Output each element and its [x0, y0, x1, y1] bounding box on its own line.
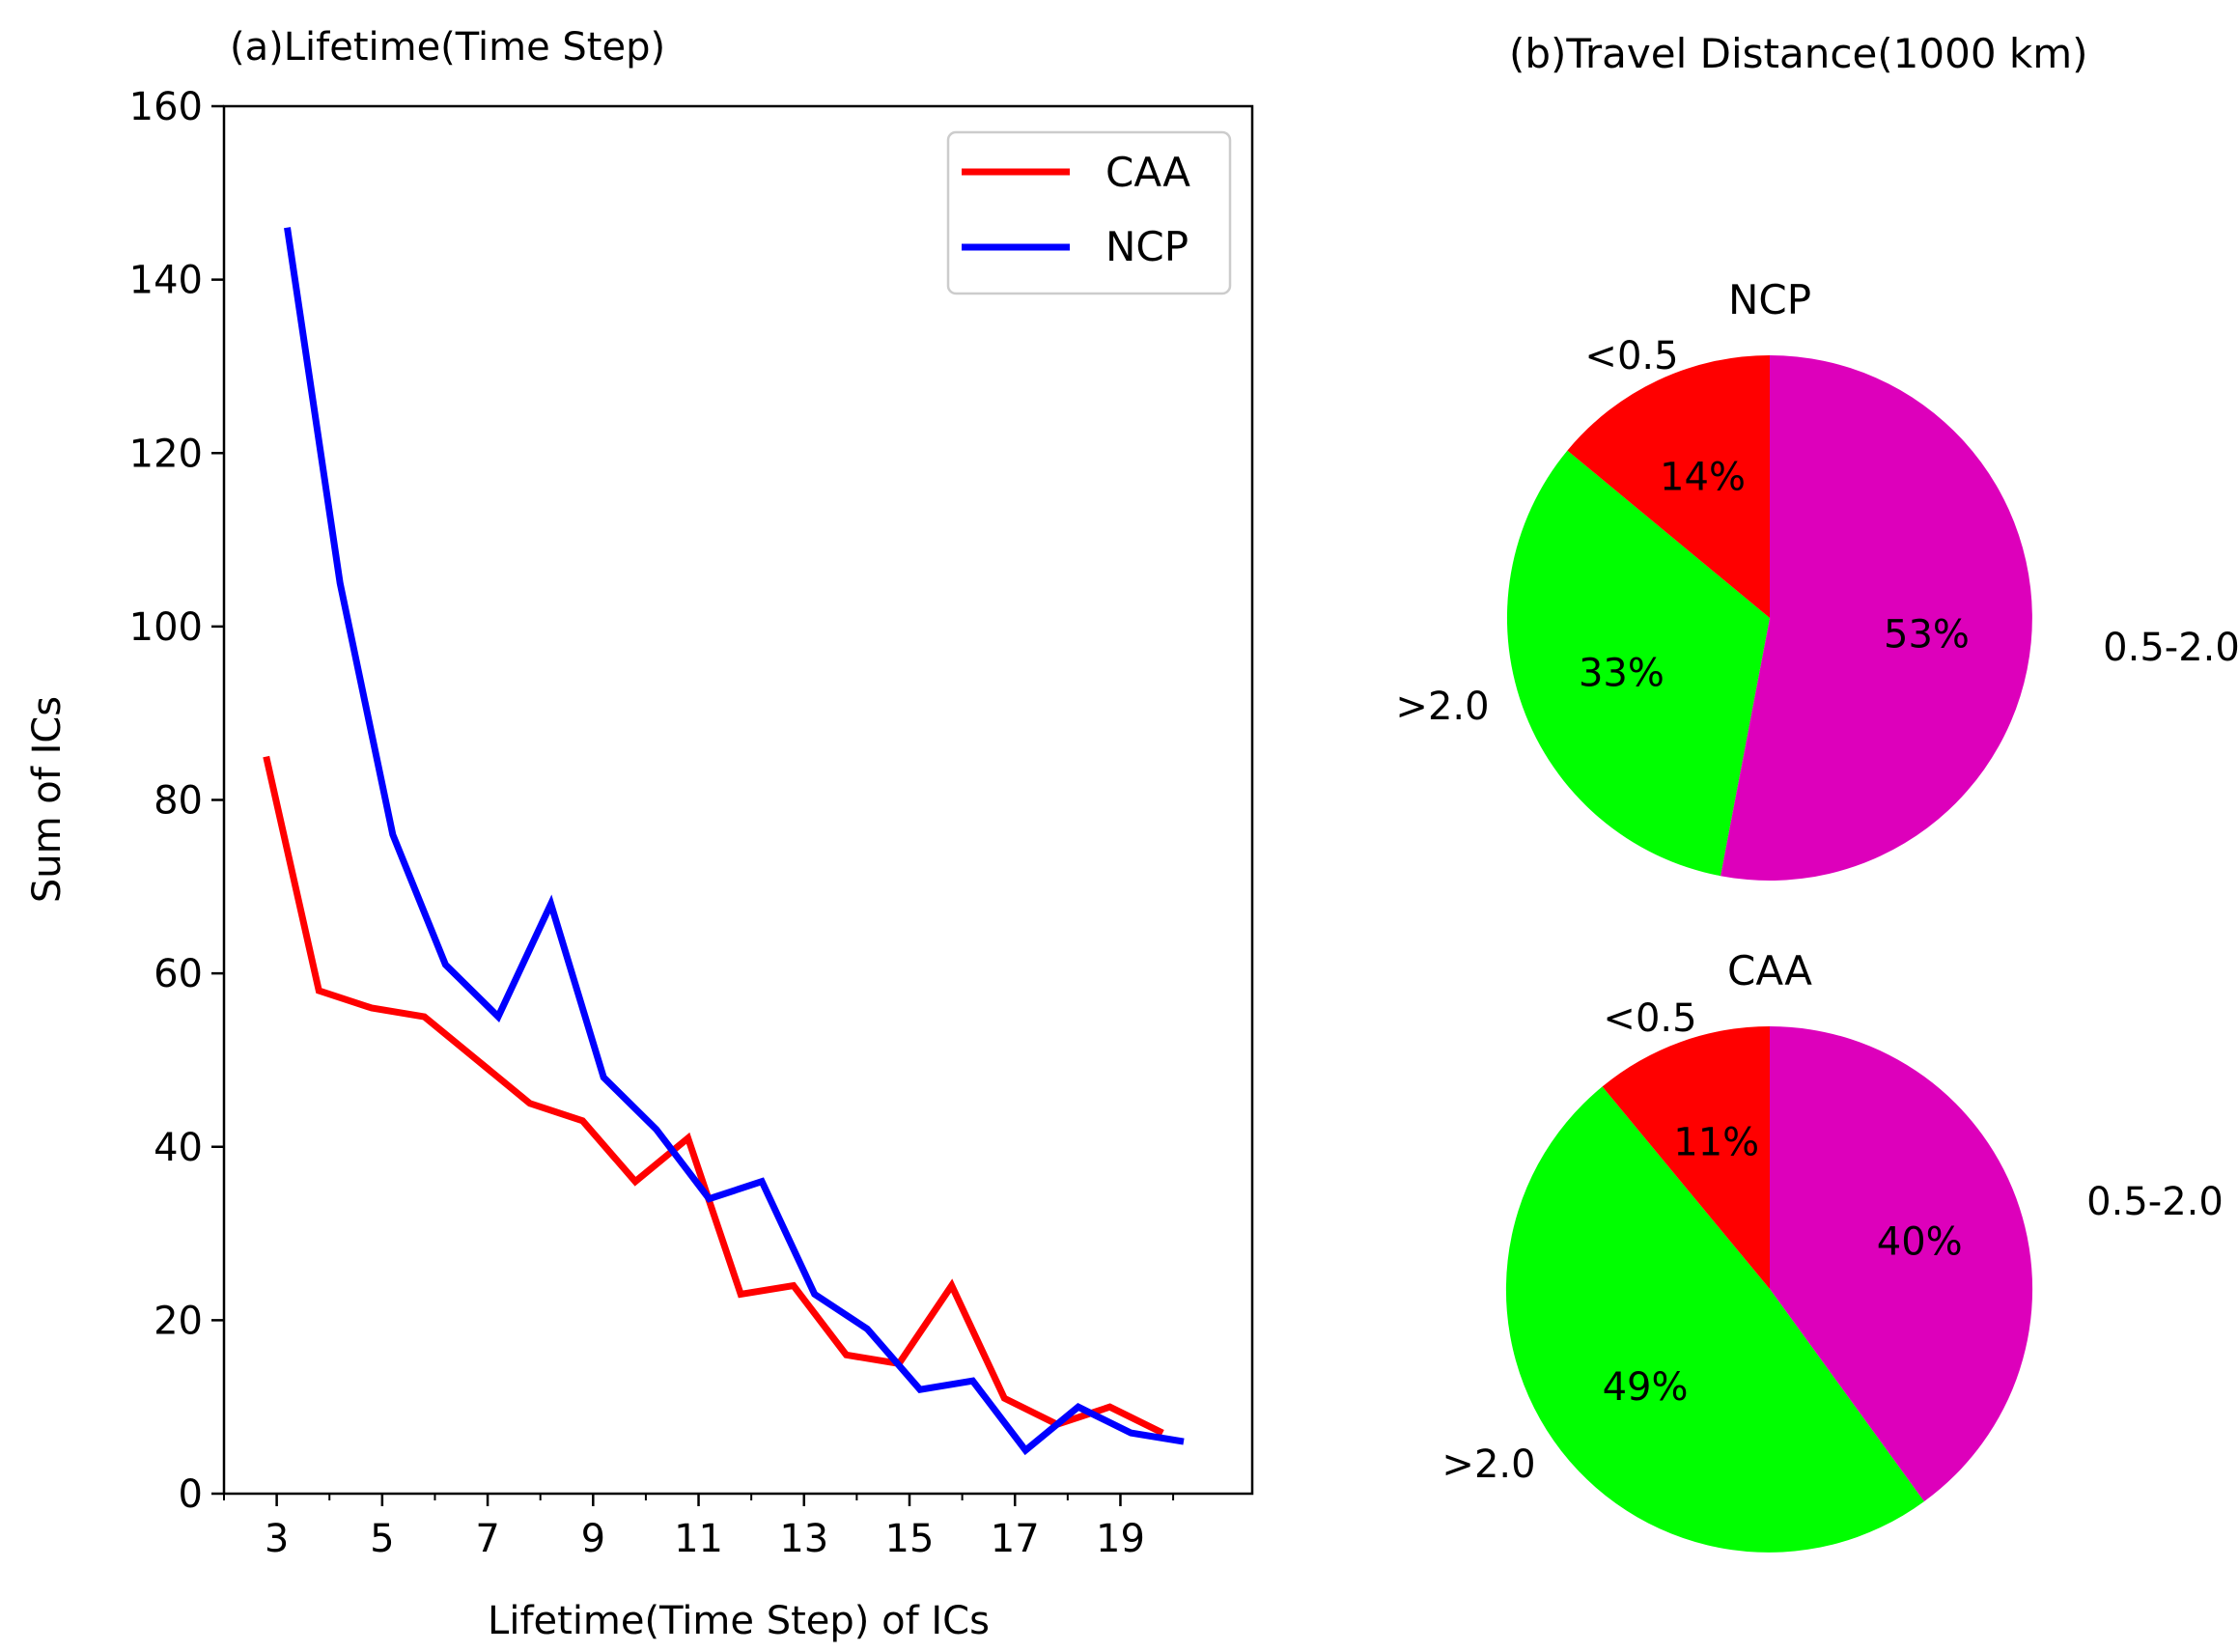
x-tick-label: 3 [265, 1517, 289, 1561]
x-tick-label: 15 [885, 1517, 935, 1561]
line-chart-title: (a)Lifetime(Time Step) [230, 25, 665, 70]
pie-slice [1770, 1026, 2033, 1502]
pie-category-label: 0.5-2.0 [2086, 1180, 2224, 1224]
x-tick-label: 13 [779, 1517, 828, 1561]
x-tick-label: 9 [581, 1517, 605, 1561]
y-tick-label: 160 [129, 85, 203, 129]
x-axis-ticks: 3 5 7 9 11 13 15 17 19 [223, 1494, 1175, 1561]
pie-title: CAA [1727, 947, 1812, 994]
pie-category-label: <0.5 [1603, 996, 1696, 1041]
x-tick-label: 17 [991, 1517, 1040, 1561]
x-axis-label: Lifetime(Time Step) of ICs [488, 1599, 990, 1643]
series-line-caa [263, 755, 1164, 1437]
y-tick-label: 120 [129, 432, 203, 476]
pie-caa: CAA 40% 0.5-2.0 49% >2.0 11% <0.5 [1441, 947, 2224, 1553]
x-tick-label: 5 [370, 1517, 394, 1561]
y-axis-label: Sum of ICs [25, 696, 70, 903]
plot-frame [222, 104, 1254, 1496]
series-line-ncp [284, 227, 1185, 1456]
y-tick-label: 60 [154, 952, 203, 996]
y-tick-label: 100 [129, 605, 203, 650]
x-tick-label: 7 [475, 1517, 499, 1561]
x-tick-label: 11 [674, 1517, 723, 1561]
pie-slice [1506, 450, 1770, 877]
pie-slice [1720, 355, 2032, 881]
y-tick-label: 80 [154, 779, 203, 824]
y-tick-label: 140 [129, 259, 203, 303]
pie-slice [1567, 355, 1770, 618]
pie-percent-label: 14% [1660, 455, 1746, 499]
pie-slice [1602, 1026, 1770, 1289]
legend-caa-label: CAA [1105, 149, 1190, 196]
y-axis-ticks: 0 20 40 60 80 100 120 140 160 [129, 85, 224, 1517]
x-tick-label: 19 [1096, 1517, 1145, 1561]
pie-percent-label: 53% [1884, 612, 1970, 657]
y-tick-label: 0 [179, 1472, 203, 1517]
line-chart-panel: (a)Lifetime(Time Step) 0 20 40 60 80 100 120 14… [25, 25, 1254, 1643]
pie-chart-title: (b)Travel Distance(1000 km) [1509, 30, 2088, 77]
pie-ncp: NCP 53% 0.5-2.0 33% >2.0 14% <0.5 [1395, 276, 2238, 881]
y-tick-label: 20 [154, 1299, 203, 1343]
legend-ncp-label: NCP [1105, 223, 1189, 270]
pie-percent-label: 40% [1877, 1220, 1963, 1265]
series-lines [263, 227, 1185, 1456]
pie-category-label: >2.0 [1395, 685, 1489, 729]
pie-percent-label: 33% [1579, 651, 1665, 695]
pie-category-label: >2.0 [1441, 1442, 1535, 1487]
pie-percent-label: 11% [1673, 1120, 1759, 1164]
pie-category-label: <0.5 [1584, 334, 1678, 378]
y-tick-label: 40 [154, 1126, 203, 1170]
pie-chart-panel: (b)Travel Distance(1000 km) NCP 53% 0.5-2.… [1395, 30, 2238, 1553]
legend: CAA NCP [946, 130, 1232, 295]
pie-slice [1505, 1086, 1924, 1553]
pie-category-label: 0.5-2.0 [2103, 626, 2238, 670]
pie-title: NCP [1728, 276, 1811, 323]
pie-percent-label: 49% [1603, 1365, 1689, 1410]
